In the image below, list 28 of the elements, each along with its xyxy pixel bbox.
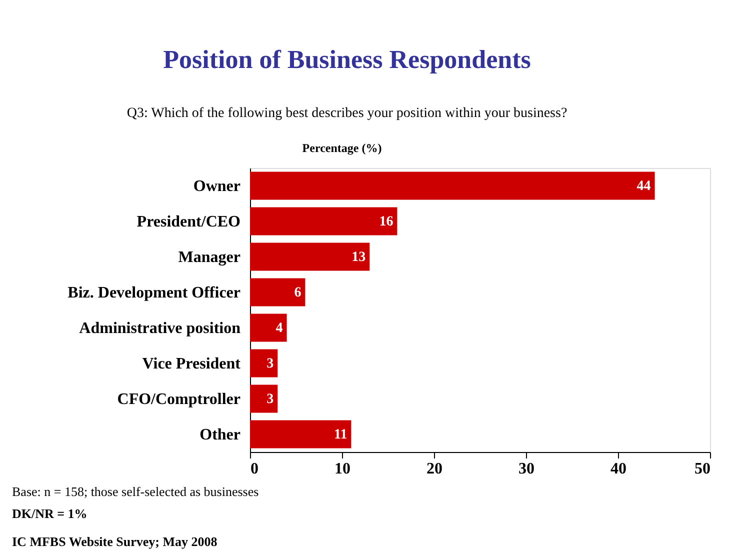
text: DK/NR = 1% — [12, 506, 88, 521]
data-label: 16 — [379, 214, 394, 230]
x-tick-label: 30 — [518, 460, 534, 478]
data-label: 13 — [352, 250, 366, 265]
y-tick-label: Other — [200, 426, 240, 444]
x-tick-label: 10 — [334, 460, 350, 478]
chart-subtitle: Q3: Which of the following best describes your position within your business? — [126, 106, 568, 121]
data-label: 44 — [636, 178, 651, 194]
x-tick-label: 40 — [610, 460, 626, 478]
data-label: 3 — [266, 356, 274, 372]
text: IC MFBS Website Survey; May 2008 — [12, 534, 218, 549]
chart-title: Position of Business Respondents — [163, 45, 531, 74]
y-tick-label: Administrative position — [79, 320, 241, 337]
y-tick-label: President/CEO — [136, 213, 240, 230]
x-axis-title: Percentage (%) — [302, 141, 382, 155]
data-label: 3 — [266, 392, 274, 407]
y-tick-label: Manager — [178, 248, 240, 266]
y-tick-label: CFO/Comptroller — [117, 390, 240, 408]
data-label: 11 — [334, 427, 348, 442]
y-tick-label: Owner — [193, 178, 240, 195]
x-tick-label: 0 — [250, 460, 258, 478]
y-tick-label: Biz. Development Officer — [68, 284, 240, 302]
data-label: 4 — [276, 320, 283, 336]
x-tick-label: 50 — [694, 460, 710, 478]
x-tick-label: 20 — [426, 460, 442, 478]
y-tick-label: Vice President — [142, 355, 242, 372]
text: Base: n = 158; those self-selected as businesses — [12, 484, 259, 499]
data-label: 6 — [294, 285, 302, 300]
